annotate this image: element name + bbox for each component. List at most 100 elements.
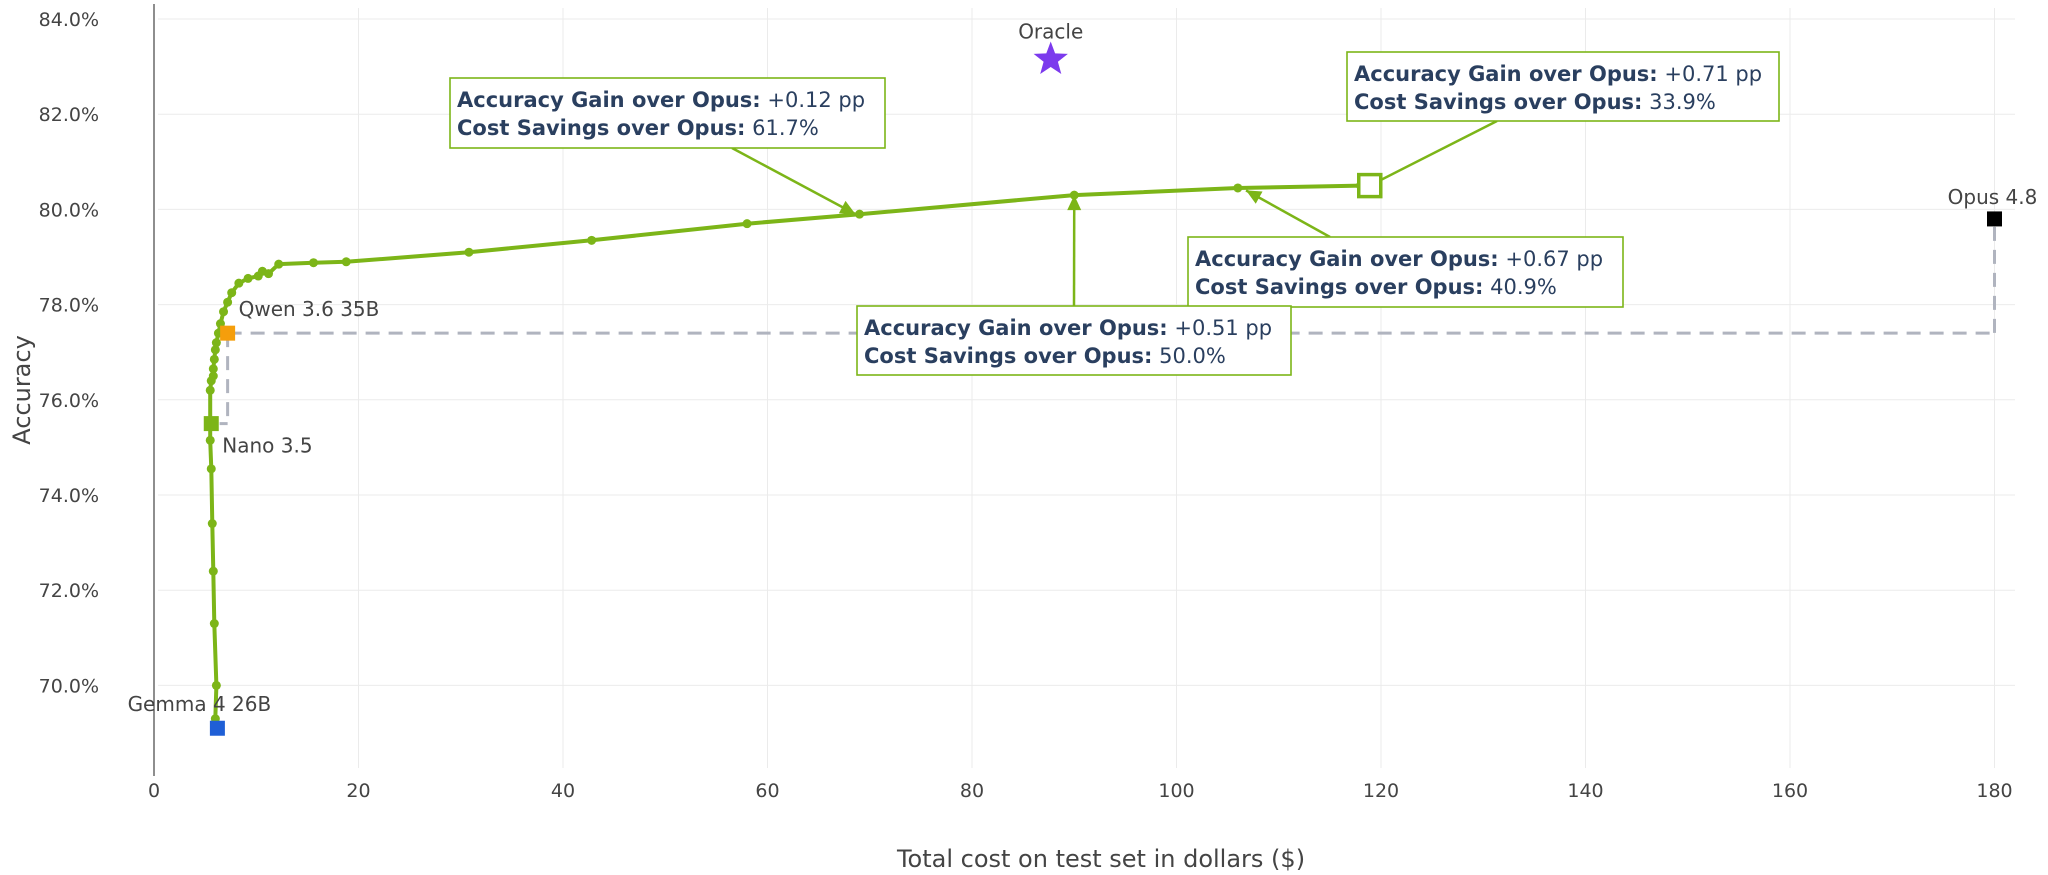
annotation-savings-label: Cost Savings over Opus: — [1354, 90, 1642, 114]
frontier-point — [219, 307, 229, 317]
annotation-savings-value: 61.7% — [745, 116, 818, 140]
annotation-savings-value: 33.9% — [1642, 90, 1715, 114]
y-tick-label: 76.0% — [39, 390, 99, 412]
oracle-label: Oracle — [1018, 19, 1083, 43]
annotations: Accuracy Gain over Opus: +0.12 pp Cost Sa… — [449, 51, 1780, 376]
annotation-box — [1187, 236, 1624, 308]
frontier-point — [208, 566, 218, 576]
frontier-point — [209, 619, 219, 629]
y-tick-label: 78.0% — [39, 295, 99, 317]
tick-labels: 0 20 40 60 80 100 120 140 160 180 70.0% 72.0% 74.0% 7… — [39, 9, 2013, 802]
frontier-point — [205, 435, 215, 445]
opus-4-8-label: Opus 4.8 — [1948, 185, 2038, 209]
x-tick-label: 40 — [551, 780, 575, 802]
frontier-point — [341, 257, 351, 267]
gemma-4-26b-label: Gemma 4 26B — [128, 692, 272, 716]
annotation-arrow-head — [838, 200, 856, 215]
opus-4-8-marker — [1987, 211, 2002, 227]
x-tick-label: 80 — [960, 780, 984, 802]
x-tick-label: 180 — [1976, 780, 2012, 802]
model-points: Oracle Opus 4.8 Qwen 3.6 35B Nano 3.5 Gemma … — [128, 19, 2038, 736]
annotation-line-savings: Cost Savings over Opus: 33.9% — [1354, 90, 1716, 114]
annotation-arrow-head — [1357, 172, 1383, 199]
y-tick-label: 82.0% — [39, 104, 99, 126]
annotation-1: Accuracy Gain over Opus: +0.12 pp Cost Sa… — [449, 77, 886, 216]
x-tick-label: 160 — [1772, 780, 1808, 802]
annotation-box — [1346, 51, 1780, 122]
nano-3-5-label: Nano 3.5 — [222, 434, 312, 458]
x-tick-label: 100 — [1158, 780, 1194, 802]
annotation-3: Accuracy Gain over Opus: +0.67 pp Cost Sa… — [1187, 189, 1624, 308]
y-tick-label: 80.0% — [39, 199, 99, 221]
annotation-savings-label: Cost Savings over Opus: — [1195, 275, 1483, 299]
qwen-3-6-35b-marker — [220, 325, 236, 341]
annotation-line-savings: Cost Savings over Opus: 61.7% — [457, 116, 819, 140]
annotation-accuracy-value: +0.71 pp — [1658, 62, 1762, 86]
annotation-line-accuracy: Accuracy Gain over Opus: +0.12 pp — [457, 88, 865, 112]
frontier-point — [855, 209, 865, 219]
frontier-point — [206, 464, 216, 474]
frontier-point — [243, 273, 253, 283]
y-tick-label: 72.0% — [39, 580, 99, 602]
frontier-point — [223, 297, 233, 307]
annotation-line-accuracy: Accuracy Gain over Opus: +0.71 pp — [1354, 62, 1762, 86]
annotation-line-accuracy: Accuracy Gain over Opus: +0.67 pp — [1195, 247, 1603, 271]
frontier-point — [210, 345, 220, 355]
annotation-arrow-line — [731, 146, 857, 216]
annotation-accuracy-label: Accuracy Gain over Opus: — [1195, 247, 1499, 271]
x-tick-label: 140 — [1567, 780, 1603, 802]
frontier-point — [234, 278, 244, 288]
frontier-point — [464, 247, 474, 257]
frontier-point — [211, 338, 221, 348]
frontier-point — [209, 354, 219, 364]
annotation-accuracy-value: +0.67 pp — [1499, 247, 1603, 271]
annotation-accuracy-value: +0.12 pp — [761, 88, 865, 112]
annotation-arrow-head — [1067, 195, 1082, 211]
frontier-point — [587, 235, 597, 245]
y-axis-title: Accuracy — [8, 335, 36, 445]
x-tick-label: 60 — [755, 780, 779, 802]
y-tick-label: 74.0% — [39, 485, 99, 507]
annotation-arrow-line — [1245, 189, 1331, 239]
annotation-line-savings: Cost Savings over Opus: 40.9% — [1195, 275, 1557, 299]
frontier-point — [274, 259, 284, 269]
annotation-arrow-line — [1369, 119, 1498, 187]
annotation-arrow-head — [1246, 190, 1263, 204]
grid — [158, 8, 2015, 768]
frontier-point — [264, 269, 274, 279]
frontier-point — [207, 519, 217, 529]
annotation-4: Accuracy Gain over Opus: +0.51 pp Cost Sa… — [856, 195, 1292, 376]
frontier-point — [208, 364, 218, 374]
frontier-point — [309, 258, 319, 268]
y-tick-label: 70.0% — [39, 675, 99, 697]
frontier-point — [1233, 183, 1243, 193]
annotation-savings-label: Cost Savings over Opus: — [864, 344, 1152, 368]
x-axis-title: Total cost on test set in dollars ($) — [896, 845, 1305, 873]
annotation-line-accuracy: Accuracy Gain over Opus: +0.51 pp — [864, 316, 1272, 340]
frontier-point — [211, 680, 221, 690]
gemma-4-26b-marker — [209, 720, 225, 736]
x-tick-label: 120 — [1363, 780, 1399, 802]
annotation-line-savings: Cost Savings over Opus: 50.0% — [864, 344, 1226, 368]
y-tick-label: 84.0% — [39, 9, 99, 31]
annotation-savings-value: 50.0% — [1152, 344, 1225, 368]
x-tick-label: 20 — [346, 780, 370, 802]
annotation-accuracy-value: +0.51 pp — [1168, 316, 1272, 340]
frontier-point — [227, 288, 237, 298]
annotation-box — [856, 305, 1292, 376]
oracle-marker — [1033, 41, 1068, 74]
frontier-point — [208, 371, 218, 381]
frontier-point — [205, 385, 215, 395]
frontier-point — [742, 219, 752, 229]
annotation-savings-value: 40.9% — [1483, 275, 1556, 299]
annotation-accuracy-label: Accuracy Gain over Opus: — [864, 316, 1168, 340]
annotation-accuracy-label: Accuracy Gain over Opus: — [457, 88, 761, 112]
annotation-savings-label: Cost Savings over Opus: — [457, 116, 745, 140]
nano-3-5-marker — [203, 416, 219, 432]
annotation-box — [449, 77, 886, 149]
qwen-3-6-35b-label: Qwen 3.6 35B — [239, 297, 380, 321]
annotation-accuracy-label: Accuracy Gain over Opus: — [1354, 62, 1658, 86]
annotation-2: Accuracy Gain over Opus: +0.71 pp Cost Sa… — [1346, 51, 1780, 199]
x-tick-label: 0 — [148, 780, 160, 802]
